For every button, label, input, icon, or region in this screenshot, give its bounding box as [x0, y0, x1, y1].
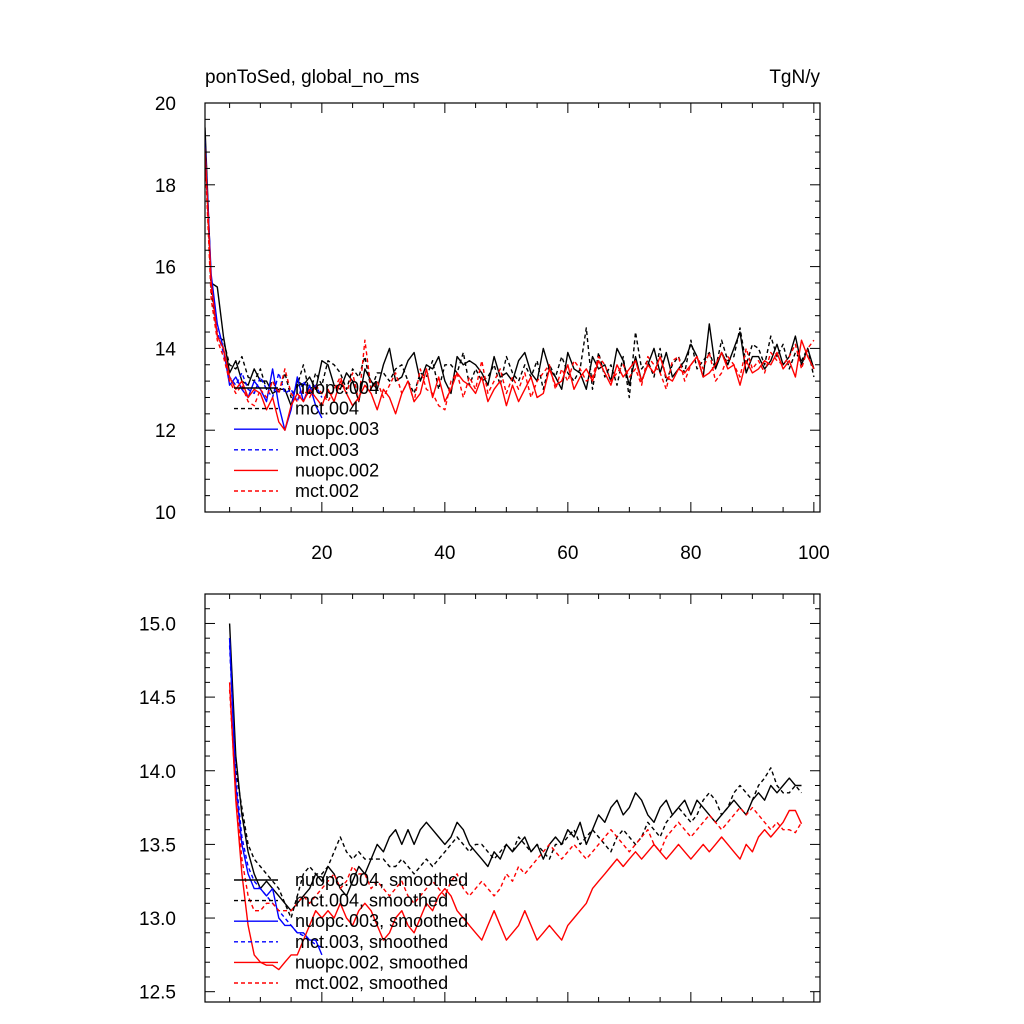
x-tick-label: 80	[680, 543, 701, 564]
y-tick-label: 20	[155, 94, 176, 115]
x-tick-label: 60	[557, 543, 578, 564]
y-tick-label: 13.5	[139, 835, 176, 856]
bottom-panel: 12.5 13.0 13.5 14.0 14.5 15.0 nuopc.004, smoot…	[139, 593, 821, 1004]
legend-label: nuopc.004, smoothed	[295, 870, 468, 890]
x-tick-label: 40	[434, 543, 455, 564]
legend-label: mct.002	[295, 481, 359, 501]
series-group	[228, 623, 803, 971]
legend-label: mct.004	[295, 399, 359, 419]
y-tick-label: 18	[155, 176, 176, 197]
x-tick-label: 100	[798, 543, 830, 564]
plot-frame	[204, 593, 821, 1003]
legend-label: nuopc.004	[295, 378, 379, 398]
y-tick-label: 14.0	[139, 762, 176, 783]
series-line-mct-003-smoothed	[228, 645, 323, 949]
legend-label: mct.003	[295, 440, 359, 460]
legend: nuopc.004mct.004nuopc.003mct.003nuopc.00…	[234, 378, 379, 501]
top-panel: 20 40 60 80 100 10 12 14 16 18 20 ponToSed, global_…	[155, 67, 830, 564]
y-tick-label: 13.0	[139, 909, 176, 930]
legend-label: nuopc.003	[295, 419, 379, 439]
legend-label: mct.004, smoothed	[295, 891, 448, 911]
chart-units: TgN/y	[769, 67, 820, 88]
legend-label: nuopc.002	[295, 460, 379, 480]
series-line-mct-004	[205, 143, 815, 399]
y-tick-label: 12.5	[139, 983, 176, 1004]
legend-label: mct.003, smoothed	[295, 932, 448, 952]
y-tick-label: 14.5	[139, 688, 176, 709]
series-line-mct-004-smoothed	[228, 638, 803, 919]
legend-label: mct.002, smoothed	[295, 973, 448, 993]
series-group	[205, 127, 815, 431]
series-line-mct-002	[205, 156, 815, 411]
series-line-mct-003	[205, 139, 323, 403]
y-tick-label: 16	[155, 258, 176, 279]
y-tick-label: 12	[155, 421, 176, 442]
chart-title: ponToSed, global_no_ms	[205, 67, 419, 88]
y-tick-label: 14	[155, 339, 177, 360]
series-line-nuopc-003-smoothed	[228, 638, 323, 956]
series-line-mct-002-smoothed	[228, 689, 803, 912]
series-line-nuopc-004-smoothed	[228, 623, 802, 912]
y-tick-label: 10	[155, 503, 176, 524]
legend-label: nuopc.002, smoothed	[295, 952, 468, 972]
y-tick-label: 15.0	[139, 614, 176, 635]
x-tick-label: 20	[311, 543, 332, 564]
plot-frame	[204, 102, 821, 513]
series-line-nuopc-002-smoothed	[228, 682, 803, 971]
legend-label: nuopc.003, smoothed	[295, 911, 468, 931]
series-line-nuopc-004	[205, 127, 815, 407]
